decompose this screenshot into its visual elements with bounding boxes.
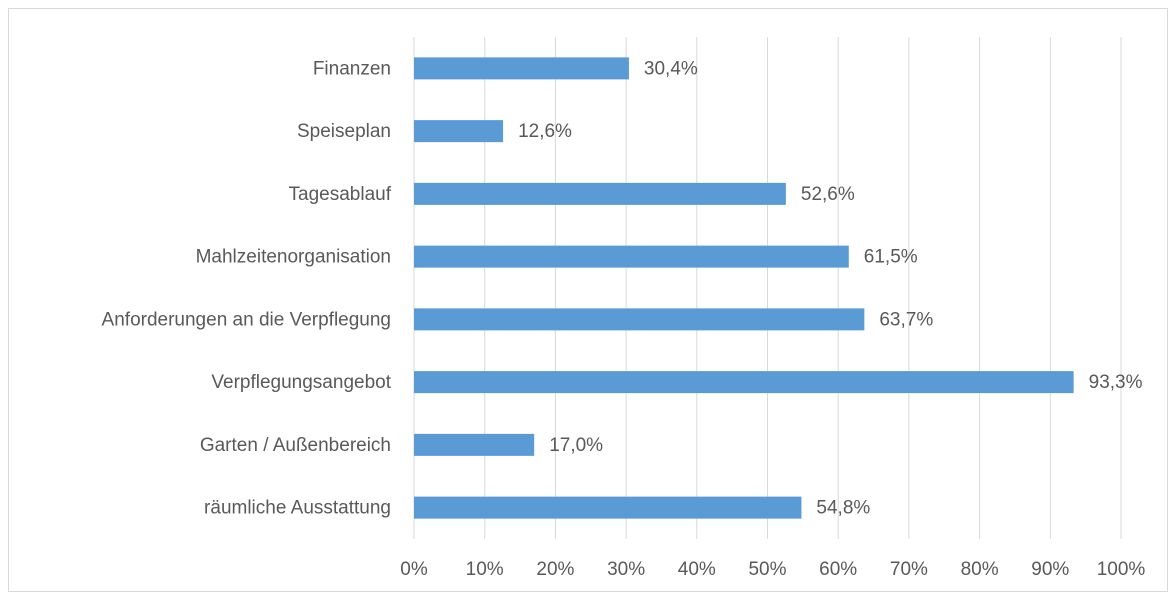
value-label: 17,0% — [549, 435, 603, 456]
x-tick-label: 0% — [400, 559, 428, 580]
value-label: 93,3% — [1089, 372, 1143, 393]
bar — [414, 245, 849, 268]
x-tick-label: 20% — [536, 559, 574, 580]
x-tick-label: 60% — [819, 559, 857, 580]
y-tick-label: räumliche Ausstattung — [204, 498, 391, 519]
bar — [414, 371, 1074, 394]
value-label: 54,8% — [816, 498, 870, 519]
x-tick-label: 80% — [961, 559, 999, 580]
x-tick-label: 100% — [1097, 559, 1146, 580]
x-tick-label: 10% — [466, 559, 504, 580]
x-tick-label: 40% — [678, 559, 716, 580]
x-tick-label: 50% — [748, 559, 786, 580]
y-tick-label: Verpflegungsangebot — [211, 372, 391, 393]
x-tick-label: 70% — [890, 559, 928, 580]
chart-border — [8, 8, 1168, 592]
value-label: 12,6% — [518, 121, 572, 142]
y-tick-label: Mahlzeitenorganisation — [196, 247, 391, 268]
y-tick-label: Finanzen — [313, 58, 391, 79]
bar — [414, 433, 535, 456]
bar — [414, 57, 629, 80]
value-label: 52,6% — [801, 184, 855, 205]
value-label: 63,7% — [879, 309, 933, 330]
y-tick-label: Anforderungen an die Verpflegung — [102, 309, 391, 330]
value-label: 61,5% — [864, 247, 918, 268]
bar — [414, 308, 865, 331]
x-tick-label: 30% — [607, 559, 645, 580]
x-tick-label: 90% — [1031, 559, 1069, 580]
y-tick-label: Tagesablauf — [289, 184, 392, 205]
bar — [414, 120, 504, 143]
value-label: 30,4% — [644, 58, 698, 79]
y-tick-label: Speiseplan — [297, 121, 391, 142]
y-tick-label: Garten / Außenbereich — [200, 435, 391, 456]
bar — [414, 496, 802, 519]
bar — [414, 182, 786, 205]
